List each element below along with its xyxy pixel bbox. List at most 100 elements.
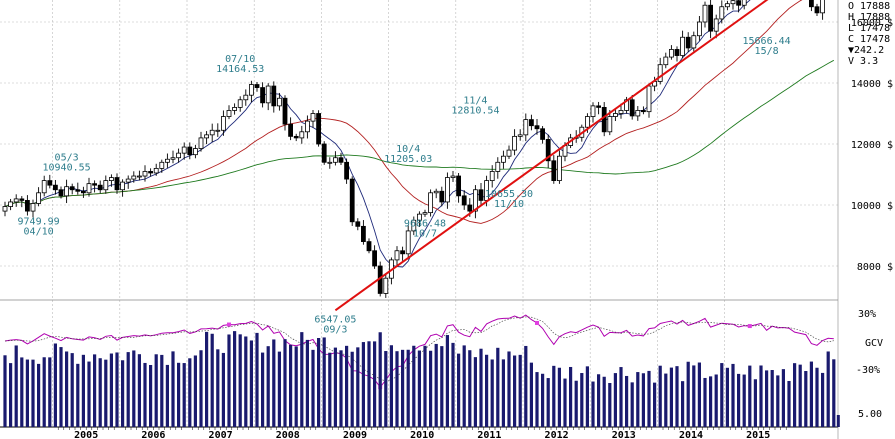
candle — [685, 32, 691, 52]
volume-bar — [574, 380, 578, 427]
volume-bar — [681, 381, 685, 427]
x-tick-2006: 2006 — [141, 430, 165, 439]
candle — [674, 46, 680, 62]
volume-bar — [210, 333, 214, 427]
candle-body — [192, 148, 198, 156]
candle — [209, 123, 215, 143]
volume-bar — [165, 364, 169, 427]
candle-body — [641, 110, 646, 113]
volume-bar — [53, 343, 57, 427]
candle — [383, 273, 389, 298]
candle — [607, 110, 613, 136]
volume-bar — [300, 332, 304, 427]
candle — [557, 150, 562, 184]
candle-body — [276, 97, 282, 107]
price-annotation: 15666.44 — [743, 36, 791, 47]
volume-bar — [233, 331, 237, 427]
candle-body — [254, 84, 260, 88]
candle-body — [741, 0, 747, 6]
candle-body — [495, 161, 501, 172]
volume-bar — [76, 363, 80, 427]
candle — [30, 199, 36, 218]
volume-bars — [3, 331, 840, 427]
candle — [293, 133, 299, 142]
candle — [159, 159, 165, 173]
candle — [114, 173, 120, 194]
x-tick-2014: 2014 — [679, 430, 703, 439]
candle — [265, 83, 271, 111]
candle-body — [53, 184, 58, 191]
volume-bar — [261, 352, 265, 427]
volume-bar — [535, 372, 539, 427]
candle — [332, 151, 338, 166]
candle-body — [730, 0, 736, 5]
oscillator-marker — [535, 320, 539, 325]
candle-body — [618, 110, 624, 114]
candle — [601, 102, 607, 137]
candle-body — [120, 181, 125, 191]
ohlc-low: L 17478 — [848, 23, 890, 34]
candle-body — [187, 146, 193, 156]
y-tick-label-12000: 12000 $ — [851, 140, 893, 151]
volume-bar — [440, 346, 444, 427]
x-tick-2013: 2013 — [612, 430, 636, 439]
candle-body — [400, 250, 406, 255]
candle — [192, 144, 198, 159]
candle — [24, 195, 30, 216]
volume-bar — [3, 355, 7, 427]
candle-body — [248, 84, 254, 96]
candle — [629, 94, 635, 120]
candle-body — [271, 85, 277, 107]
volume-bar — [507, 351, 511, 427]
candle-body — [372, 250, 378, 267]
candle — [36, 187, 41, 207]
volume-bar — [686, 361, 690, 427]
volume-bar — [188, 358, 192, 427]
volume-bar — [255, 332, 259, 427]
volume-bar — [541, 373, 545, 427]
y-tick-label-16000: 16000 $ — [851, 18, 893, 29]
volume-bar — [826, 351, 830, 427]
volume-bar — [513, 355, 517, 427]
candle-body — [551, 160, 557, 181]
oscillator-marker — [227, 322, 231, 327]
candle-body — [489, 171, 495, 181]
osc-label-neg30: -30% — [856, 365, 880, 376]
volume-bar — [345, 345, 349, 427]
volume-bar — [328, 352, 332, 427]
candle-body — [36, 192, 41, 204]
candle — [416, 211, 422, 227]
candle-body — [355, 221, 361, 227]
candle — [176, 148, 182, 163]
candle-body — [607, 116, 613, 133]
candle-body — [814, 6, 820, 14]
volume-bar — [529, 362, 533, 427]
volume-bar — [429, 350, 433, 427]
volume-bar — [350, 351, 354, 427]
candle — [663, 52, 669, 69]
price-annotation: 14164.53 — [216, 64, 264, 75]
candle-body — [64, 186, 69, 197]
volume-bar — [658, 365, 662, 427]
candle-body — [663, 56, 669, 66]
price-annotation: 6547.05 — [314, 314, 356, 325]
candle — [669, 45, 674, 60]
candle-body — [13, 198, 19, 203]
price-annotation: 11/4 — [463, 95, 487, 106]
candle — [500, 150, 506, 169]
candle — [691, 31, 697, 52]
y-tick-label-8000: 8000 $ — [857, 262, 893, 273]
price-annotation: 09/3 — [323, 324, 347, 335]
candle-body — [260, 87, 266, 104]
candle — [136, 170, 142, 181]
candle — [400, 246, 406, 261]
candle-body — [153, 167, 159, 174]
candle-body — [142, 171, 148, 177]
candle — [153, 163, 159, 176]
candle-body — [517, 134, 523, 137]
volume-bar — [171, 351, 175, 427]
volume-bar — [753, 379, 757, 427]
candle — [489, 165, 495, 188]
candle-body — [428, 192, 434, 214]
ohlc-close: C 17478 — [848, 34, 890, 45]
